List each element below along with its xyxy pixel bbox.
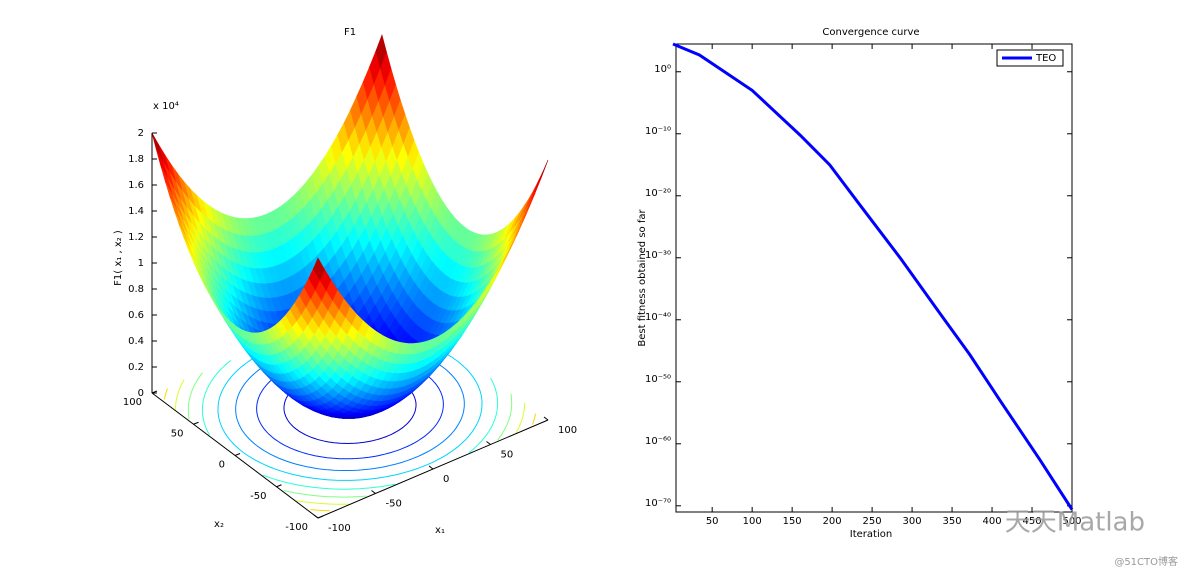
contour (310, 509, 330, 512)
y-axis-label: Best fitness obtained so far (637, 209, 648, 347)
legend-label: TEO (1035, 53, 1056, 64)
x-tick-label: 300 (903, 516, 922, 527)
x-tick-label: 200 (823, 516, 842, 527)
x-tick-label: 50 (501, 450, 514, 461)
y-tick-label: 10⁻³⁰ (645, 250, 671, 261)
z-tick-label: 1.2 (128, 232, 144, 243)
z-tick-label: 0.8 (128, 284, 144, 295)
x-tick-label: 500 (1062, 516, 1081, 527)
contour (163, 388, 168, 400)
z-tick-label: 0.4 (128, 336, 144, 347)
z-tick-label: 1.8 (128, 154, 144, 165)
x-tick (313, 514, 319, 519)
x-tick (543, 416, 549, 421)
x-tick-label: 400 (982, 516, 1001, 527)
y-tick-label: 50 (171, 428, 184, 439)
z-tick-label: 0.2 (128, 362, 144, 373)
y-tick (193, 421, 199, 425)
y-tick-label: -100 (285, 522, 308, 533)
x-tick-label: 350 (943, 516, 962, 527)
y-tick-label: 100 (123, 397, 142, 408)
y-tick (151, 390, 158, 394)
y-tick-label: 10⁻⁷⁰ (645, 498, 671, 509)
x-tick-label: -50 (386, 499, 402, 510)
y-tick-label: -50 (250, 491, 266, 502)
y-tick (234, 453, 241, 456)
convergence-plot: 10⁻⁷⁰ 10⁻⁶⁰ 10⁻⁵⁰ 10⁻⁴⁰ 10⁻³⁰ 10⁻²⁰ 10⁻¹⁰ 10⁰ 50… (645, 42, 1082, 527)
legend: TEO (996, 49, 1064, 67)
contour (515, 402, 526, 434)
chart-title: F1 (344, 27, 356, 38)
x-tick-label: -100 (328, 523, 351, 534)
contour (532, 413, 537, 425)
x-tick (486, 441, 491, 445)
surface-patch (313, 257, 325, 281)
contour (497, 393, 513, 441)
chart-title: Convergence curve (822, 27, 919, 38)
contour (262, 474, 396, 490)
y-tick-label: 10⁻²⁰ (645, 188, 671, 199)
contour (187, 372, 203, 420)
x-tick-label: 0 (443, 474, 449, 485)
z-tick-label: 1.4 (128, 206, 144, 217)
x-tick (428, 465, 434, 470)
x-tick-label: 100 (558, 425, 577, 436)
contour (295, 500, 350, 505)
x-axis-label: Iteration (850, 529, 892, 540)
z-exponent: x 10⁴ (153, 101, 179, 112)
y-tick-label: 0 (219, 460, 225, 471)
z-tick-label: 1 (138, 258, 144, 269)
line-series (672, 42, 1074, 511)
contour (201, 360, 232, 436)
y-tick-label: 10⁻⁵⁰ (645, 374, 671, 385)
y-tick-label: 10⁻⁶⁰ (645, 436, 671, 447)
z-tick-label: 0.6 (128, 310, 144, 321)
x-tick-label: 150 (783, 516, 802, 527)
x-tick-label: 100 (743, 516, 762, 527)
y-tick-label: 10⁻¹⁰ (645, 126, 671, 137)
z-tick-label: 1.6 (128, 180, 144, 191)
z-tick-label: 2 (138, 128, 144, 139)
contour (468, 377, 499, 453)
y-tick-label: 10⁻⁴⁰ (645, 312, 671, 323)
z-axis-label: F1( x₁ , x₂ ) (113, 230, 124, 286)
x-tick-label: 450 (1022, 516, 1041, 527)
contour (283, 490, 367, 498)
plot-area (675, 43, 1073, 513)
contour (174, 379, 185, 411)
x-tick-label: 250 (863, 516, 882, 527)
x-tick-label: 50 (706, 516, 719, 527)
surface-plot: 0 0.2 0.4 0.6 0.8 1 1.2 1.4 1.6 1.8 2 -100 -50 0 50 100… (123, 34, 577, 534)
x-tick (371, 490, 376, 494)
watermark-source: @51CTO博客 (1114, 555, 1178, 568)
y-tick-label: 10⁰ (654, 64, 671, 75)
x-axis-label: x₁ (435, 525, 445, 536)
watermark: 天天Matlab (1005, 508, 1145, 538)
y-tick (317, 515, 324, 519)
y-tick (276, 484, 282, 488)
z-tick-label: 0 (138, 388, 144, 399)
y-axis-label: x₂ (214, 519, 224, 530)
